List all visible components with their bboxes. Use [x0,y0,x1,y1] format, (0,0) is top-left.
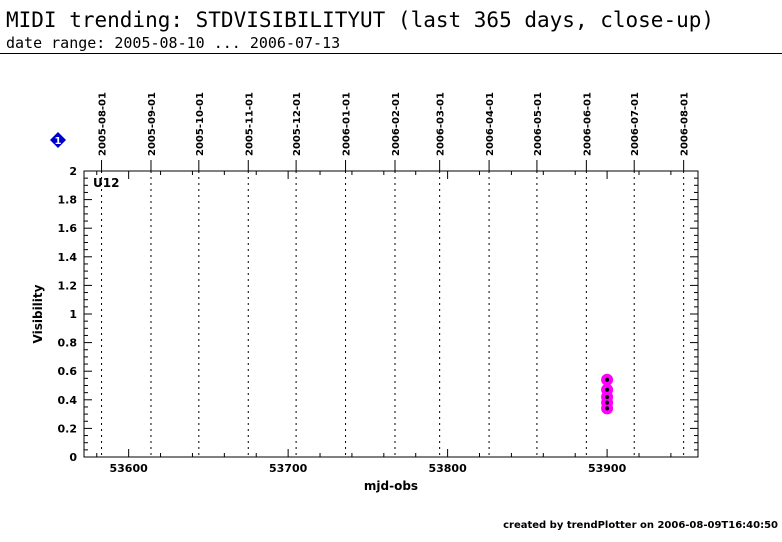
x-tick-label: 53700 [269,462,308,475]
month-date-label: 2006-01-01 [342,92,353,156]
y-tick-label: 1.8 [58,194,78,207]
y-axis-label: Visibility [31,284,45,343]
month-date-label: 2006-04-01 [485,92,496,156]
x-tick-label: 53900 [588,462,627,475]
chart-title: MIDI trending: STDVISIBILITYUT (last 365… [6,8,715,32]
y-tick-label: 0.8 [58,337,78,350]
footer-credit: created by trendPlotter on 2006-08-09T16… [503,520,778,531]
data-point-center [605,387,610,392]
data-point-center [605,400,610,405]
x-axis: 53600 53700 53800 53900 [96,171,672,475]
x-tick-label: 53800 [428,462,467,475]
x-tick-label: 53600 [110,462,149,475]
y-tick-label: 1 [69,308,77,321]
month-markers: 2005-08-01 2005-09-01 2005-10-01 2005-11-01… [98,92,691,457]
data-point-center [605,406,610,411]
date-range-subtitle: date range: 2005-08-10 ... 2006-07-13 [6,34,341,52]
y-tick-label: 2 [69,165,77,178]
data-point-center [605,394,610,399]
y-axis: 0 0.2 0.4 0.6 0.8 1 1.2 1.4 1.6 1.8 2 [58,165,698,464]
month-date-label: 2005-09-01 [147,92,158,156]
diamond-marker-icon [50,132,66,148]
panel-label: U12 [93,176,119,190]
diamond-marker-label: 1 [55,136,62,147]
month-date-label: 2006-05-01 [533,92,544,156]
y-tick-label: 0.2 [58,422,78,435]
month-date-label: 2006-06-01 [582,92,593,156]
month-date-label: 2006-02-01 [391,92,402,156]
x-axis-label: mjd-obs [364,479,418,493]
y-tick-label: 0.4 [58,394,78,407]
y-tick-label: 1.4 [58,251,78,264]
data-points [601,373,614,415]
month-date-label: 2005-12-01 [292,92,303,156]
month-date-label: 2005-10-01 [195,92,206,156]
month-date-label: 2006-07-01 [630,92,641,156]
month-date-label: 2005-11-01 [244,92,255,156]
header-divider [0,53,782,54]
entry-marker: 1 [50,132,66,148]
y-tick-label: 0.6 [58,365,78,378]
data-point-center [605,377,610,382]
month-date-label: 2006-03-01 [436,92,447,156]
month-date-label: 2006-08-01 [680,92,691,156]
y-tick-label: 1.6 [58,222,78,235]
y-tick-label: 1.2 [58,279,78,292]
y-tick-label: 0 [69,451,77,464]
month-date-label: 2005-08-01 [98,92,109,156]
